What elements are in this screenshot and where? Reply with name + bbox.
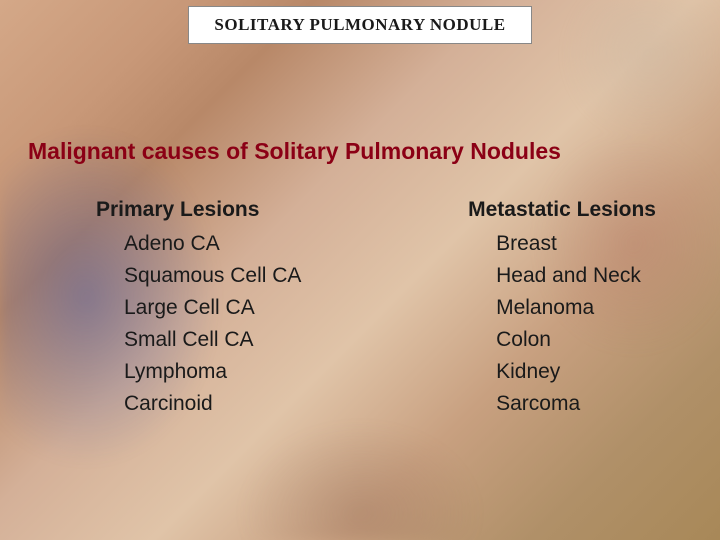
list-item: Breast [496,228,656,260]
list-item: Melanoma [496,292,656,324]
list-item: Colon [496,324,656,356]
list-item: Small Cell CA [124,324,301,356]
list-item: Kidney [496,356,656,388]
list-item: Carcinoid [124,388,301,420]
right-column-header: Metastatic Lesions [468,198,656,222]
list-item: Squamous Cell CA [124,260,301,292]
right-column: Metastatic Lesions Breast Head and Neck … [468,198,656,419]
left-column-header: Primary Lesions [96,198,301,222]
list-item: Lymphoma [124,356,301,388]
slide-title: SOLITARY PULMONARY NODULE [214,15,505,35]
left-column: Primary Lesions Adeno CA Squamous Cell C… [96,198,301,419]
list-item: Adeno CA [124,228,301,260]
section-heading: Malignant causes of Solitary Pulmonary N… [28,138,561,165]
list-item: Sarcoma [496,388,656,420]
list-item: Large Cell CA [124,292,301,324]
list-item: Head and Neck [496,260,656,292]
columns-container: Primary Lesions Adeno CA Squamous Cell C… [96,198,656,419]
title-box: SOLITARY PULMONARY NODULE [188,6,532,44]
